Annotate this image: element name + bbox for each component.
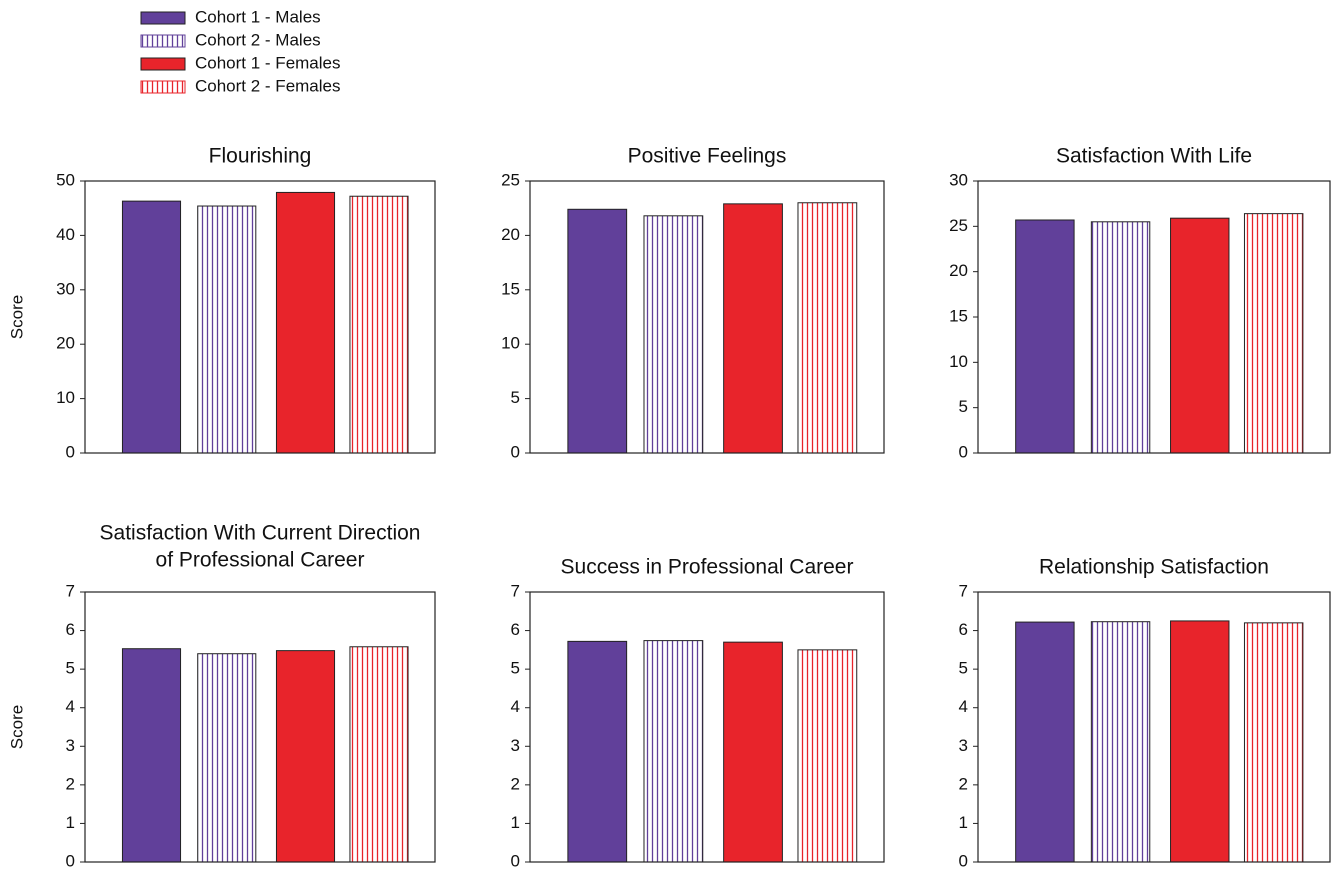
plot-frame <box>84 591 436 863</box>
y-tick-label: 3 <box>66 736 75 755</box>
y-tick-label: 10 <box>56 388 75 407</box>
plot-frame <box>529 180 885 454</box>
y-axis-label: Score <box>7 295 26 339</box>
y-tick-label: 7 <box>66 581 75 600</box>
y-tick-label: 7 <box>511 581 520 600</box>
y-tick-label: 10 <box>501 334 520 353</box>
plot-frame <box>977 591 1331 863</box>
bar <box>723 641 783 863</box>
bar <box>1170 217 1230 454</box>
chart-title: Flourishing <box>209 145 312 168</box>
bar <box>723 203 783 454</box>
bar <box>1243 213 1304 454</box>
bar <box>567 640 628 863</box>
bar <box>797 649 858 863</box>
bar <box>1170 620 1230 863</box>
bar <box>349 646 409 863</box>
y-tick-label: 5 <box>959 659 968 678</box>
bar <box>275 191 336 454</box>
y-tick-label: 4 <box>959 697 968 716</box>
y-tick-label: 20 <box>949 261 968 280</box>
chart-title: Satisfaction With Current Direction <box>100 522 421 545</box>
bar <box>1090 221 1151 454</box>
y-tick-label: 0 <box>511 442 520 461</box>
y-tick-label: 20 <box>56 334 75 353</box>
legend-swatch <box>140 57 186 71</box>
bar <box>1090 621 1151 863</box>
y-tick-label: 2 <box>66 774 75 793</box>
bar <box>197 653 257 863</box>
legend-swatch <box>140 80 186 94</box>
chart-title: of Professional Career <box>156 549 365 572</box>
chart-title: Relationship Satisfaction <box>1039 556 1269 579</box>
bar <box>797 202 858 454</box>
y-tick-label: 5 <box>511 659 520 678</box>
y-tick-label: 6 <box>66 620 75 639</box>
y-axis-label: Score <box>7 705 26 749</box>
y-tick-label: 1 <box>66 813 75 832</box>
bar <box>643 640 704 863</box>
y-tick-label: 10 <box>949 352 968 371</box>
bar <box>567 208 628 454</box>
y-tick-label: 4 <box>66 697 75 716</box>
y-tick-label: 20 <box>501 225 520 244</box>
y-tick-label: 40 <box>56 225 75 244</box>
y-tick-label: 0 <box>959 851 968 870</box>
y-tick-label: 25 <box>501 170 520 189</box>
y-tick-label: 15 <box>949 306 968 325</box>
legend-label: Cohort 2 - Females <box>195 76 341 95</box>
bar <box>197 205 257 454</box>
plot-frame <box>84 180 436 454</box>
y-tick-label: 2 <box>959 774 968 793</box>
bar <box>349 195 409 454</box>
plot-frame <box>977 180 1331 454</box>
y-tick-label: 4 <box>511 697 520 716</box>
chart-title: Satisfaction With Life <box>1056 145 1252 168</box>
y-tick-label: 1 <box>511 813 520 832</box>
bar <box>1243 622 1304 863</box>
y-tick-label: 5 <box>511 388 520 407</box>
y-tick-label: 0 <box>959 442 968 461</box>
legend-label: Cohort 2 - Males <box>195 30 321 49</box>
y-tick-label: 0 <box>511 851 520 870</box>
bar <box>121 200 182 454</box>
bar <box>643 215 704 454</box>
y-tick-label: 0 <box>66 851 75 870</box>
y-tick-label: 30 <box>949 170 968 189</box>
chart-title: Success in Professional Career <box>561 556 854 579</box>
plot-frame <box>529 591 885 863</box>
y-tick-label: 15 <box>501 279 520 298</box>
y-tick-label: 0 <box>66 442 75 461</box>
y-tick-label: 1 <box>959 813 968 832</box>
bar <box>121 648 182 863</box>
bar <box>1015 219 1075 454</box>
y-tick-label: 50 <box>56 170 75 189</box>
legend-swatch <box>140 34 186 48</box>
bar <box>275 650 336 863</box>
y-tick-label: 6 <box>511 620 520 639</box>
y-tick-label: 3 <box>511 736 520 755</box>
y-tick-label: 3 <box>959 736 968 755</box>
y-tick-label: 25 <box>949 216 968 235</box>
y-tick-label: 6 <box>959 620 968 639</box>
chart-title: Positive Feelings <box>628 145 787 168</box>
y-tick-label: 5 <box>66 659 75 678</box>
legend-swatch <box>140 11 186 25</box>
bar <box>1015 621 1075 863</box>
y-tick-label: 2 <box>511 774 520 793</box>
legend-label: Cohort 1 - Males <box>195 7 321 26</box>
legend-label: Cohort 1 - Females <box>195 53 341 72</box>
y-tick-label: 7 <box>959 581 968 600</box>
y-tick-label: 5 <box>959 397 968 416</box>
y-tick-label: 30 <box>56 279 75 298</box>
